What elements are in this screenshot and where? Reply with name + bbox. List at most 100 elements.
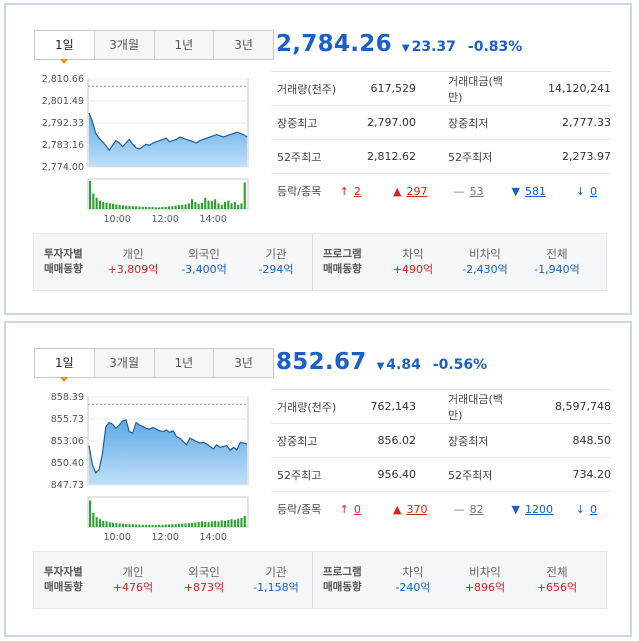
- volume-bar: [158, 524, 161, 527]
- investor-institution: 기관 -294억: [258, 247, 294, 276]
- volume-bar: [210, 201, 213, 209]
- x-tick-label: 10:00: [104, 532, 131, 543]
- volume-bar: [174, 205, 177, 209]
- rise-count[interactable]: ▲ 370: [392, 502, 428, 516]
- stat-value: 956.40: [377, 468, 417, 481]
- volume-bar: [243, 182, 246, 209]
- volume-bar: [227, 200, 230, 209]
- arrow-down-icon: ↓: [575, 184, 585, 198]
- triangle-up-icon: ▲: [392, 502, 402, 516]
- period-tabs: 1일 3개월 1년 3년: [34, 348, 274, 382]
- volume-bar: [154, 525, 157, 527]
- volume-bar: [118, 205, 121, 209]
- lower-limit-count[interactable]: ↓ 0: [575, 502, 597, 516]
- volume-bar: [148, 524, 151, 527]
- volume-bar: [210, 521, 213, 527]
- tab-1year[interactable]: 1년: [155, 349, 215, 377]
- stat-label: 거래량(천주): [277, 82, 337, 96]
- tab-3year[interactable]: 3년: [234, 356, 253, 370]
- tab-3month[interactable]: 3개월: [95, 31, 155, 59]
- volume-frame: [87, 178, 249, 210]
- x-tick-label: 14:00: [200, 214, 227, 225]
- volume-bar: [187, 523, 190, 527]
- tab-3month[interactable]: 3개월: [95, 349, 155, 377]
- intraday-chart-svg: 2,810.66 2,801.49 2,792.33 2,783.16 2,774.00…: [42, 74, 249, 225]
- upper-limit-count[interactable]: ↑ 2: [339, 184, 361, 198]
- flat-count[interactable]: —82: [453, 502, 484, 516]
- volume-bar: [95, 197, 98, 209]
- program-trends: 프로그램 매매동향 차익 +490억 비차익 -2,430억 전체 -1,940억: [312, 234, 593, 290]
- arrow-up-icon: ↑: [339, 502, 349, 516]
- program-non-arbitrage: 비차익 -2,430억: [462, 247, 508, 276]
- volume-bar: [174, 524, 177, 527]
- program-trends-title: 프로그램 매매동향: [323, 566, 362, 593]
- stat-value: 8,597,748: [555, 400, 611, 413]
- index-price: 852.67: [276, 349, 367, 375]
- price-area: [89, 420, 247, 485]
- volume-bar: [207, 200, 210, 209]
- x-tick-label: 10:00: [104, 214, 131, 225]
- y-tick-label: 2,792.33: [42, 118, 84, 129]
- volume-bar: [230, 203, 233, 209]
- investor-individual: 개인 +3,809억: [107, 247, 159, 276]
- investor-trends-title: 투자자별 매매동향: [44, 566, 83, 593]
- volume-bar: [220, 520, 223, 527]
- tab-3year[interactable]: 3년: [234, 38, 253, 52]
- tab-1day[interactable]: 1일: [35, 349, 95, 382]
- volume-bar: [105, 521, 108, 527]
- stats-row-52week: 52주최고 956.40 52주최저 734.20: [271, 458, 611, 492]
- x-tick-label: 12:00: [152, 532, 179, 543]
- volume-bar: [98, 200, 101, 209]
- tab-1day[interactable]: 1일: [35, 31, 95, 64]
- stat-value: 617,529: [370, 82, 417, 95]
- index-price: 2,784.26: [276, 31, 392, 57]
- y-tick-label: 2,783.16: [42, 140, 84, 151]
- volume-bar: [138, 524, 141, 527]
- breadth-label: 등락/종목: [277, 185, 322, 198]
- volume-bar: [207, 522, 210, 527]
- triangle-up-icon: ▲: [392, 184, 402, 198]
- volume-bar: [243, 515, 246, 527]
- volume-bar: [217, 203, 220, 209]
- stats-table: 거래량(천주) 762,143 거래대금(백만) 8,597,748 장중최고 …: [271, 389, 611, 526]
- volume-bar: [224, 520, 227, 527]
- investor-trends-title: 투자자별 매매동향: [44, 248, 83, 275]
- volume-bar: [197, 204, 200, 209]
- volume-bar: [118, 523, 121, 527]
- upper-limit-count[interactable]: ↑ 0: [339, 502, 361, 516]
- volume-bar: [181, 523, 184, 527]
- rise-count[interactable]: ▲ 297: [392, 184, 428, 198]
- volume-bar: [200, 521, 203, 527]
- volume-bar: [161, 207, 164, 209]
- stats-row-intraday: 장중최고 856.02 장중최저 848.50: [271, 424, 611, 458]
- stat-value: 762,143: [370, 400, 417, 413]
- x-tick-label: 12:00: [152, 214, 179, 225]
- stat-label: 장중최저: [448, 434, 489, 448]
- tab-1year[interactable]: 1년: [155, 31, 215, 59]
- program-trends-title: 프로그램 매매동향: [323, 248, 362, 275]
- volume-bar: [181, 204, 184, 209]
- volume-bar: [108, 522, 111, 527]
- volume-bar: [161, 524, 164, 527]
- volume-bar: [177, 205, 180, 209]
- lower-limit-count[interactable]: ↓ 0: [575, 184, 597, 198]
- volume-bar: [89, 181, 92, 209]
- volume-bar: [194, 522, 197, 527]
- volume-bar: [214, 520, 217, 527]
- fall-count[interactable]: ▼ 1200: [511, 502, 553, 516]
- volume-bar: [168, 206, 171, 209]
- index-headline: 852.67 ▼ 4.84 -0.56%: [276, 349, 487, 383]
- volume-bar: [164, 206, 167, 209]
- investor-foreign: 외국인 +873억: [183, 565, 225, 594]
- program-trends: 프로그램 매매동향 차익 -240억 비차익 +896억 전체 +656억: [312, 552, 593, 608]
- flat-count[interactable]: —53: [453, 184, 484, 198]
- fall-count[interactable]: ▼ 581: [511, 184, 546, 198]
- stat-label: 장중최저: [448, 116, 489, 130]
- index-headline: 2,784.26 ▼ 23.37 -0.83%: [276, 31, 522, 65]
- volume-bar: [230, 519, 233, 527]
- breadth-label: 등락/종목: [277, 503, 322, 516]
- stat-value: 848.50: [572, 434, 612, 447]
- volume-bar: [187, 203, 190, 209]
- investor-institution: 기관 -1,158억: [253, 565, 299, 594]
- program-arbitrage: 차익 +490억: [392, 247, 434, 276]
